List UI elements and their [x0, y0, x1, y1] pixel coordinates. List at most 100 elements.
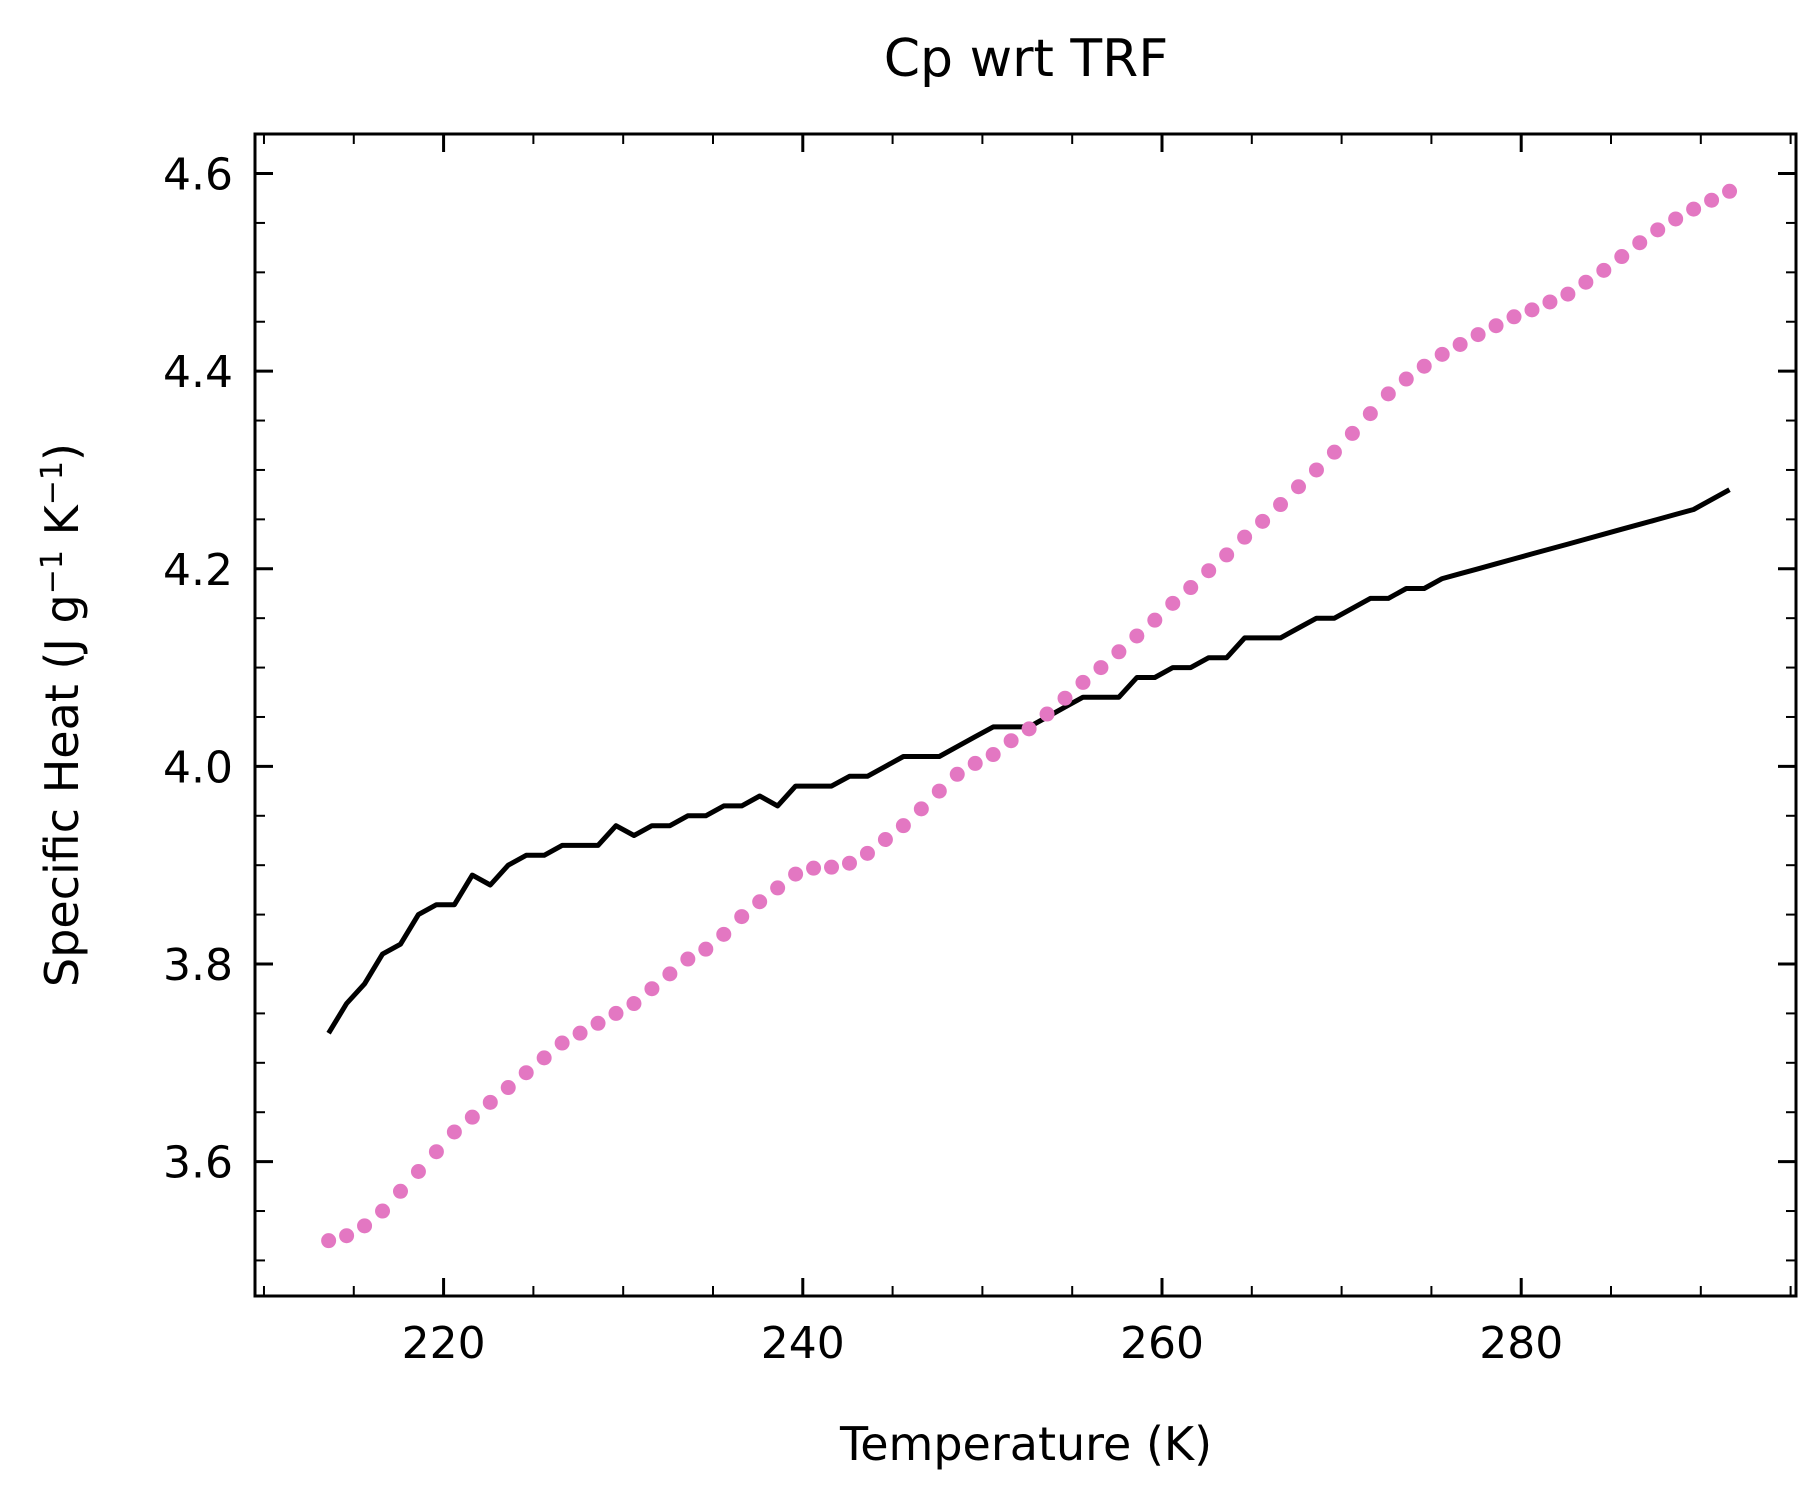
dotted-series-point: [1650, 222, 1666, 238]
dotted-series-point: [1183, 580, 1199, 596]
y-axis-label-main: Specific Heat (J g: [35, 594, 89, 987]
dotted-series-point: [1722, 183, 1738, 199]
y-tick-label: 4.2: [163, 545, 233, 596]
dotted-series-point: [1686, 201, 1702, 217]
dotted-series-point: [1488, 318, 1504, 334]
dotted-series-point: [1129, 628, 1145, 644]
dotted-series-point: [877, 832, 893, 847]
dotted-series-point: [1614, 249, 1630, 265]
dotted-series-point: [1326, 444, 1342, 460]
dotted-series-point: [1632, 235, 1648, 251]
dotted-series-point: [1398, 371, 1414, 387]
series-layer: [321, 183, 1738, 1249]
dotted-series-point: [1380, 386, 1396, 402]
dotted-series-point: [806, 860, 822, 876]
dotted-series-point: [375, 1203, 391, 1219]
dotted-series-point: [392, 1183, 408, 1199]
dotted-series-point: [1290, 479, 1306, 495]
dotted-series-point: [1057, 690, 1073, 706]
x-tick-label: 240: [761, 1318, 845, 1369]
dotted-series-point: [1255, 513, 1271, 529]
dotted-series-point: [446, 1124, 462, 1140]
y-axis-label-sup2: −1: [35, 461, 70, 505]
dotted-series-point: [1596, 262, 1612, 278]
dotted-series-point: [1021, 721, 1037, 737]
dotted-series-point: [1344, 425, 1360, 441]
dotted-series-point: [734, 909, 750, 925]
dotted-series-point: [859, 845, 875, 861]
dotted-series-point: [1362, 406, 1378, 422]
dotted-series-point: [428, 1144, 444, 1160]
ticks-layer: 220 240 260 280 3.6 3.8 4.0 4.2 4.4 4.6: [163, 134, 1796, 1369]
y-axis-label: Specific Heat (J g−1 K−1): [35, 443, 89, 987]
dotted-series-point: [482, 1094, 498, 1110]
dotted-series-point: [1578, 274, 1594, 290]
y-tick-label: 4.6: [163, 150, 233, 201]
dotted-series-point: [608, 1005, 624, 1021]
dotted-series-point: [410, 1164, 426, 1179]
dotted-series-point: [788, 866, 804, 882]
x-tick-label: 220: [402, 1318, 486, 1369]
dotted-series-point: [913, 801, 929, 817]
dotted-series-point: [824, 859, 840, 875]
x-tick-label: 260: [1120, 1318, 1204, 1369]
x-tick-label: 280: [1479, 1318, 1563, 1369]
dotted-series-point: [1237, 529, 1253, 545]
dotted-series-point: [644, 981, 660, 997]
dotted-series-point: [1111, 644, 1127, 660]
y-axis-label-mid: K: [35, 503, 89, 550]
dotted-series-point: [1075, 674, 1091, 690]
dotted-series-point: [698, 941, 714, 957]
y-axis-label-sup1: −1: [35, 550, 70, 594]
dotted-series-point: [1524, 302, 1540, 318]
dotted-series-point: [1470, 327, 1486, 343]
chart-title: Cp wrt TRF: [884, 29, 1168, 89]
y-tick-label: 4.0: [163, 742, 233, 793]
dotted-series-point: [554, 1035, 570, 1051]
dotted-series-point: [967, 755, 983, 771]
dotted-series-point: [1542, 294, 1558, 310]
dotted-series-point: [1452, 336, 1468, 352]
plot-frame: [253, 132, 1798, 1298]
dotted-series-point: [1165, 595, 1181, 611]
dotted-series-point: [770, 880, 786, 896]
dotted-series-point: [536, 1050, 552, 1066]
dotted-series-point: [1273, 497, 1289, 513]
dotted-series-point: [985, 747, 1001, 763]
dotted-series-point: [662, 966, 678, 982]
dotted-series-point: [1308, 462, 1324, 478]
dotted-series-point: [1434, 346, 1450, 362]
dotted-series-point: [680, 951, 696, 967]
dotted-series-point: [1003, 733, 1019, 749]
y-axis-label-end: ): [35, 443, 89, 461]
dotted-series-point: [1560, 286, 1576, 302]
dotted-series-point: [339, 1228, 355, 1244]
dotted-series-point: [1668, 211, 1684, 227]
dotted-series-point: [931, 783, 947, 799]
y-tick-label: 3.8: [163, 940, 233, 991]
dotted-series-point: [518, 1065, 534, 1081]
dotted-series-point: [500, 1080, 516, 1096]
dotted-series-point: [572, 1025, 588, 1041]
dotted-series-point: [1506, 309, 1522, 325]
dotted-series-point: [321, 1233, 337, 1249]
x-axis-label: Temperature (K): [839, 1417, 1212, 1471]
dotted-series-point: [949, 766, 965, 782]
dotted-series-point: [1039, 706, 1055, 722]
dotted-series-point: [1416, 358, 1432, 374]
dotted-series-point: [716, 926, 732, 942]
dotted-series-point: [1219, 547, 1235, 563]
dotted-series-point: [1093, 660, 1109, 676]
dotted-series-point: [841, 855, 857, 871]
solid-series-line: [326, 487, 1731, 1035]
dotted-series-point: [895, 818, 911, 834]
dotted-series-point: [1147, 612, 1163, 628]
dotted-series-point: [1704, 192, 1720, 208]
dotted-series-point: [590, 1015, 606, 1031]
dotted-series-point: [752, 894, 768, 910]
y-tick-label: 3.6: [163, 1138, 233, 1189]
y-tick-label: 4.4: [163, 347, 233, 398]
dotted-series-point: [1201, 563, 1217, 579]
dotted-series-point: [357, 1218, 373, 1234]
